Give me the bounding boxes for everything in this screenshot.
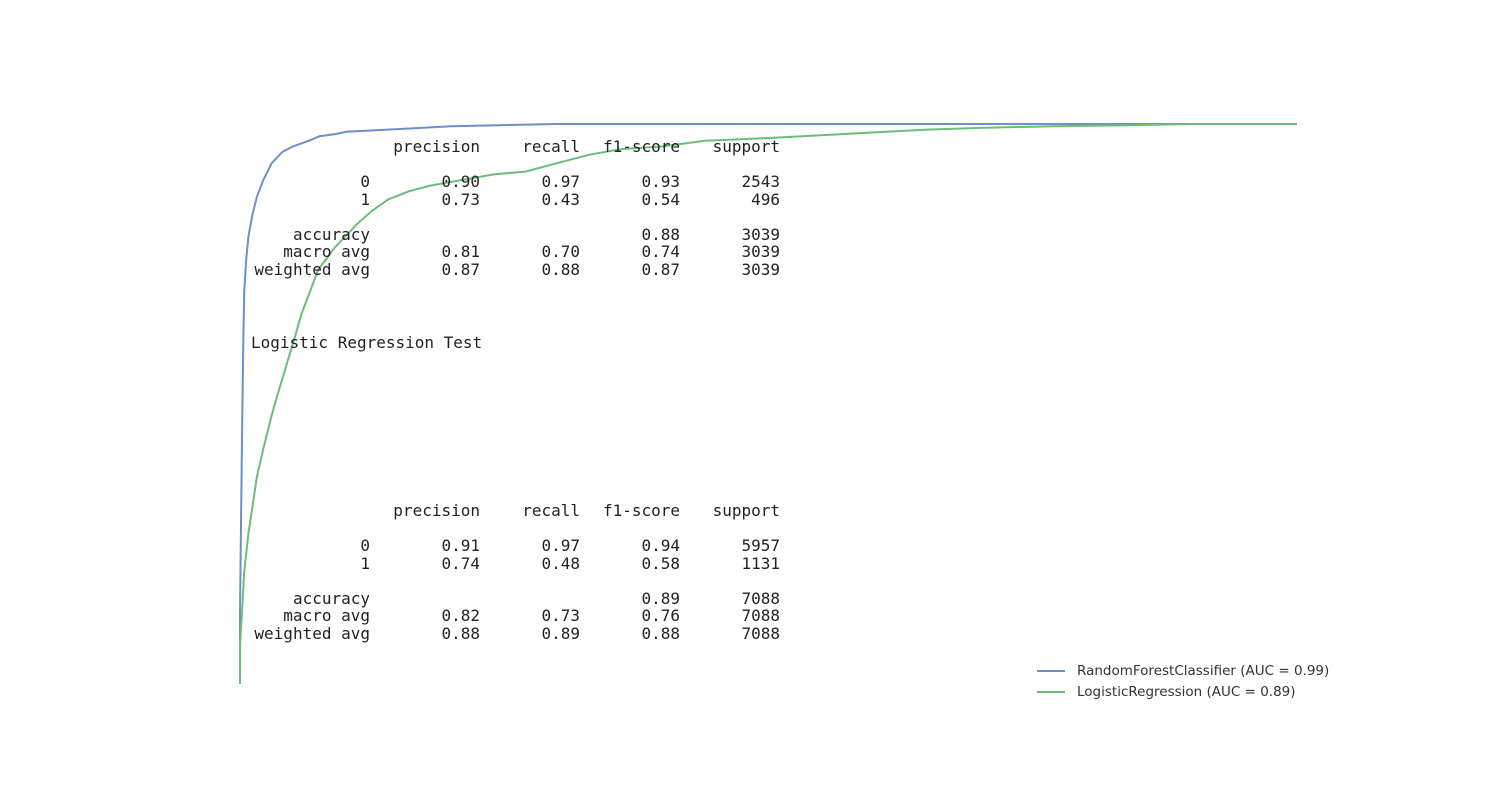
- report-cell: 0.48: [541, 553, 580, 573]
- report-cell: 0.70: [541, 242, 580, 261]
- report-row: accuracy 0.89 7088: [250, 588, 780, 608]
- report-cell: 5957: [741, 536, 780, 555]
- report-header-cell: f1-score: [602, 501, 680, 520]
- report-cell: 0.89: [541, 623, 580, 643]
- report-cell: 0.88: [541, 259, 580, 279]
- report-cell: 0.74: [641, 242, 680, 261]
- report-cell: 0.82: [441, 606, 480, 625]
- report-cell: 1131: [741, 553, 780, 573]
- report-row: 1 0.74 0.48 0.58 1131: [250, 553, 780, 573]
- report-cell: 0.97: [541, 172, 580, 191]
- report-cell: 3039: [741, 242, 780, 261]
- report-cell: 0.88: [641, 224, 680, 244]
- report-cell: 1: [360, 553, 370, 573]
- report-cell: 7088: [741, 623, 780, 643]
- report-cell: accuracy: [292, 588, 370, 608]
- report-cell: 7088: [741, 606, 780, 625]
- legend-label: LogisticRegression (AUC = 0.89): [1077, 683, 1296, 700]
- report-cell: 0.90: [441, 172, 480, 191]
- report-row: accuracy 0.88 3039: [250, 224, 780, 244]
- report-row: 0 0.91 0.97 0.94 5957: [250, 537, 780, 555]
- report-cell: weighted avg: [254, 259, 370, 279]
- report-cell: 3039: [741, 259, 780, 279]
- roc-curve-series-1: [239, 123, 1297, 684]
- report-header-cell: support: [712, 501, 780, 520]
- report-cell: 0.58: [641, 553, 680, 573]
- report-cell: weighted avg: [254, 623, 370, 643]
- report-header-cell: precision: [393, 501, 480, 520]
- report-cell: 0.88: [641, 623, 680, 643]
- report-cell: 0.76: [641, 606, 680, 625]
- report-cell: 0.89: [641, 588, 680, 608]
- report-cell: 496: [751, 189, 780, 209]
- report-header-cell: recall: [522, 501, 580, 520]
- report-cell: 0.87: [441, 259, 480, 279]
- report-row: macro avg 0.82 0.73 0.76 7088: [250, 607, 780, 625]
- report-header-row: precision recall f1-score support: [250, 138, 780, 156]
- report-cell: 0.81: [441, 242, 480, 261]
- report-cell: macro avg: [283, 242, 370, 261]
- legend-label: RandomForestClassifier (AUC = 0.99): [1077, 662, 1330, 679]
- report-row: [250, 156, 780, 174]
- report-header-cell: recall: [522, 137, 580, 156]
- report-row: macro avg 0.81 0.70 0.74 3039: [250, 243, 780, 261]
- report-caption: Logistic Regression Test: [251, 333, 483, 352]
- report-cell: 0.87: [641, 259, 680, 279]
- report-cell: 3039: [741, 224, 780, 244]
- report-cell: 0.93: [641, 172, 680, 191]
- report-cell: 0: [360, 172, 370, 191]
- report-row: weighted avg 0.88 0.89 0.88 7088: [250, 623, 780, 643]
- roc-curve-series-0: [239, 123, 1297, 684]
- report-row: 0 0.90 0.97 0.93 2543: [250, 173, 780, 191]
- report-cell: 2543: [741, 172, 780, 191]
- chart-legend: RandomForestClassifier (AUC = 0.99) Logis…: [1037, 660, 1329, 702]
- classification-report-test: precision recall f1-score support 0 0.91 0.97 0…: [250, 502, 780, 642]
- report-row: [250, 208, 780, 226]
- report-row: [250, 572, 780, 590]
- report-cell: 0.74: [441, 553, 480, 573]
- report-cell: 0.91: [441, 536, 480, 555]
- report-cell: 0.73: [441, 189, 480, 209]
- report-row: 1 0.73 0.43 0.54 496: [250, 189, 780, 209]
- report-cell: 0.88: [441, 623, 480, 643]
- report-row: weighted avg 0.87 0.88 0.87 3039: [250, 259, 780, 279]
- report-header-row: precision recall f1-score support: [250, 502, 780, 520]
- report-cell: 0.94: [641, 536, 680, 555]
- report-header-cell: precision: [393, 137, 480, 156]
- report-cell: accuracy: [292, 224, 370, 244]
- report-row: [250, 520, 780, 538]
- report-cell: 0: [360, 536, 370, 555]
- report-cell: 0.73: [541, 606, 580, 625]
- report-cell: 7088: [741, 588, 780, 608]
- report-header-cell: support: [712, 137, 780, 156]
- report-cell: 1: [360, 189, 370, 209]
- legend-swatch: [1037, 669, 1065, 672]
- report-cell: 0.97: [541, 536, 580, 555]
- classification-report-train: precision recall f1-score support 0 0.90 0.97 0…: [250, 138, 780, 278]
- legend-swatch: [1037, 690, 1065, 693]
- report-cell: macro avg: [283, 606, 370, 625]
- legend-item: LogisticRegression (AUC = 0.89): [1037, 681, 1329, 702]
- report-cell: 0.43: [541, 189, 580, 209]
- legend-item: RandomForestClassifier (AUC = 0.99): [1037, 660, 1329, 681]
- report-cell: 0.54: [641, 189, 680, 209]
- report-header-cell: f1-score: [602, 137, 680, 156]
